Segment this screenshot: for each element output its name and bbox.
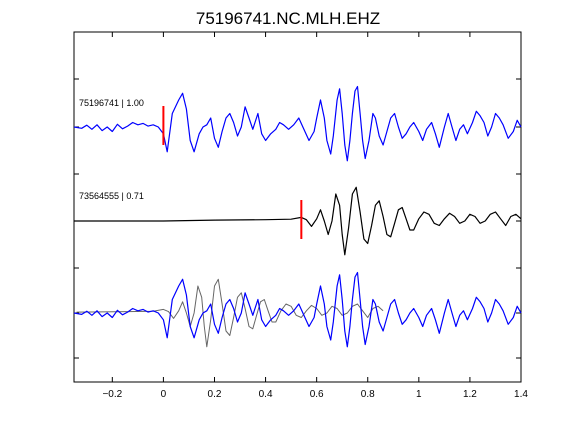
trace-label-75196741: 75196741 | 1.00 — [79, 98, 144, 108]
x-tick-label: 0.2 — [208, 389, 222, 400]
trace-75196741 — [73, 85, 522, 162]
x-tick-label: 0.8 — [361, 389, 375, 400]
x-tick-label: 1.4 — [514, 389, 528, 400]
x-tick-label: 0 — [161, 389, 167, 400]
trace-label-73564555: 73564555 | 0.71 — [79, 191, 144, 201]
trace-73564555 — [74, 186, 522, 256]
overlay-trace-75196741 — [73, 271, 522, 348]
x-tick-label: 1 — [416, 389, 422, 400]
chart-title: 75196741.NC.MLH.EHZ — [196, 9, 380, 28]
x-tick-label: −0.2 — [102, 389, 122, 400]
x-tick-label: 0.6 — [310, 389, 324, 400]
x-axis: −0.2 0 0.2 0.4 0.6 0.8 1 1.2 1.4 — [102, 32, 528, 400]
x-tick-label: 0.4 — [259, 389, 273, 400]
traces-layer — [73, 85, 522, 348]
x-tick-label: 1.2 — [463, 389, 477, 400]
plot-frame — [73, 31, 522, 383]
